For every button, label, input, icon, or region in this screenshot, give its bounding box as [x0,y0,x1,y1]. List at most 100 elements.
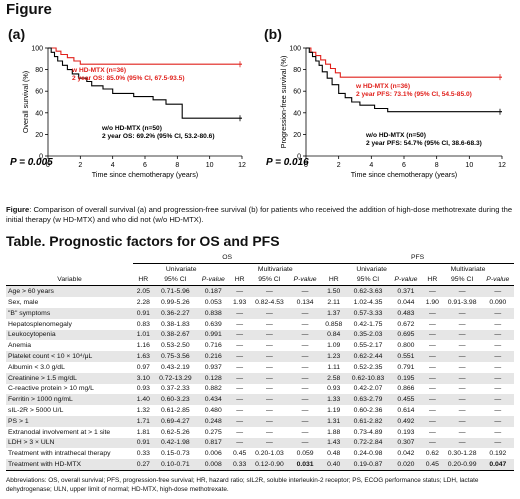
table-cell: 2.28 [136,299,150,307]
table-cell: 1.33 [321,394,347,406]
table-cell-variable: PS > 1 [6,415,134,427]
sub-header-os-univariate: Univariate [165,265,197,273]
table-cell: 0.36-2.27 [153,307,198,319]
table-cell: 0.20-1.03 [255,450,284,458]
table-cell: — [288,415,322,427]
chart-progression-free-survival: 0 20 40 60 80 100 0 2 4 6 8 10 12 Progression-free su… [266,46,506,180]
table-cell: — [266,428,273,436]
group-header-pfs: PFS [321,252,514,264]
table-cell: 0.45 [233,450,247,458]
table-cell: — [301,342,309,350]
table-cell-variable: Anemia [8,342,32,350]
table-cell: 1.43 [321,437,347,449]
table-cell: 0.639 [204,320,222,328]
table-cell: 0.307 [389,437,423,449]
caption-text: : Comparison of overall survival (a) and… [6,205,513,224]
table-cell-variable: LDH > 3 × ULN [6,437,134,449]
table-cell: — [428,342,436,350]
table-cell: — [288,307,322,319]
col-header-variable: Variable [57,276,82,284]
table-cell: 0.91-3.98 [447,299,477,307]
y-tick-label: 80 [293,67,301,74]
table-cell: — [442,415,482,427]
table-cell: 0.30-1.28 [447,450,477,458]
table-cell: — [301,428,309,436]
table-cell: — [481,372,514,384]
table-cell: — [266,363,273,371]
table-cell: — [442,329,482,341]
x-tick-label: 2 [337,162,341,169]
figure-heading: Figure [6,1,52,18]
table-cell: 0.61-2.82 [346,415,390,427]
x-tick-label: 10 [465,162,473,169]
table-cell: 0.275 [204,428,222,436]
table-cell: — [494,428,502,436]
table-cell: 0.93 [136,385,150,393]
col-header-hr: HR [328,276,339,284]
col-header-pvalue: P-value [486,276,510,284]
table-cell: 1.32 [136,407,150,415]
table-cell-variable: sIL-2R > 5000 U/L [8,407,64,415]
table-cell: 0.55-2.17 [353,342,383,350]
table-cell: 0.434 [197,394,230,406]
table-cell: 0.99-5.26 [160,299,190,307]
table-cell: 0.19-0.87 [346,459,390,471]
table-cell-variable: Treatment with HD-MTX [6,459,134,471]
table-cell-variable: Ferritin > 1000 ng/mL [6,394,134,406]
x-tick-label: 4 [111,162,115,169]
table-cell: — [458,320,466,328]
table-cell-variable: Sex, male [8,299,39,307]
x-tick-label: 8 [175,162,179,169]
table-cell: — [458,342,466,350]
table-cell: — [458,363,466,371]
table-cell: 0.716 [204,342,222,350]
y-tick-label: 100 [289,46,301,53]
table-cell: 2.11 [327,299,341,307]
table-cell: 1.31 [321,415,347,427]
table-cell: 1.50 [321,285,347,298]
table-cell: — [249,394,289,406]
col-header-ci: 95% CI [164,276,187,284]
x-tick-label: 12 [498,162,506,169]
y-tick-label: 60 [293,89,301,96]
table-cell: 0.33 [136,450,150,458]
table-cell: — [301,363,309,371]
table-cell: 0.84 [321,329,347,341]
table-cell: — [442,307,482,319]
col-header-hr: HR [427,276,438,284]
table-cell: — [236,428,244,436]
table-cell: 0.991 [197,329,230,341]
table-cell: 0.090 [489,299,507,307]
table-cell: — [428,363,436,371]
table-cell: 0.42-2.07 [353,385,383,393]
series-line-without-hdmtx [306,47,502,113]
y-tick-label: 0 [39,154,43,161]
sub-header-pfs-multivariate: Multivariate [450,265,486,273]
table-cell: — [229,437,250,449]
col-header-hr: HR [138,276,149,284]
table-cell: — [442,437,482,449]
table-cell: 0.791 [397,363,415,371]
table-cell: 0.134 [296,299,314,307]
table-cell-variable: Extranodal involvement at > 1 site [8,428,111,436]
table-cell: — [249,307,289,319]
col-header-hr: HR [234,276,245,284]
table-cell: 0.020 [389,459,423,471]
table-cell: 0.62 [425,450,439,458]
table-row: Ferritin > 1000 ng/mL 1.40 0.60-3.23 0.434—… [6,394,514,406]
table-cell: — [428,428,436,436]
table-cell: 0.800 [397,342,415,350]
table-cell: — [249,285,289,298]
table-cell: 0.492 [389,415,423,427]
series-line-without-hdmtx [48,47,242,119]
table-cell: 1.23 [321,351,347,362]
table-cell: 1.09 [327,342,341,350]
table-cell: 0.455 [389,394,423,406]
annotation-without-hdmtx-n: w/o HD-MTX (n=50) [365,132,426,139]
table-cell: — [481,437,514,449]
y-axis-label: Progression-free survival (%) [279,56,288,149]
table-cell: 0.40 [321,459,347,471]
table-cell: — [442,394,482,406]
table-row: Creatinine > 1.5 mg/dL 3.10 0.72-13.29 0.12… [6,372,514,384]
table-cell: — [229,394,250,406]
